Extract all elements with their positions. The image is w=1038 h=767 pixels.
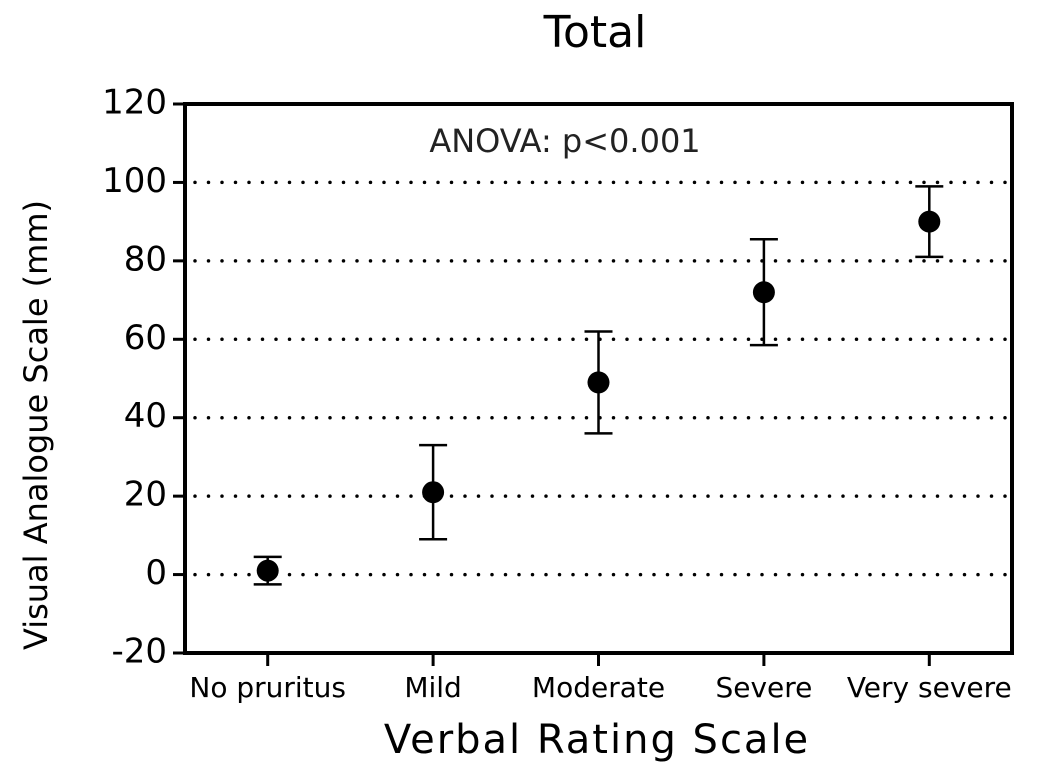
point (256, 559, 279, 582)
y-tick-label: -20 (111, 632, 167, 672)
y-tick-label: 80 (124, 239, 167, 279)
annotation: ANOVA: p<0.001 (429, 122, 700, 160)
y-axis-title: Visual Analogue Scale (mm) (17, 200, 55, 650)
x-tick-label: Severe (715, 671, 812, 704)
y-tick-label: 100 (102, 161, 167, 201)
point (752, 281, 775, 304)
x-tick-label: Very severe (847, 671, 1012, 704)
x-tick-label: Mild (404, 671, 462, 704)
y-tick-label: 20 (124, 475, 167, 515)
y-tick-label: 40 (124, 396, 167, 436)
point (587, 371, 610, 394)
x-tick-label: Moderate (532, 671, 665, 704)
point (422, 481, 445, 504)
y-tick-label: 120 (102, 83, 167, 123)
x-axis-title: Verbal Rating Scale (384, 717, 810, 763)
chart-title: Total (543, 7, 647, 58)
x-tick-label: No pruritus (189, 671, 346, 704)
y-tick-label: 60 (124, 318, 167, 358)
y-tick-label: 0 (145, 553, 167, 593)
point (918, 210, 941, 233)
